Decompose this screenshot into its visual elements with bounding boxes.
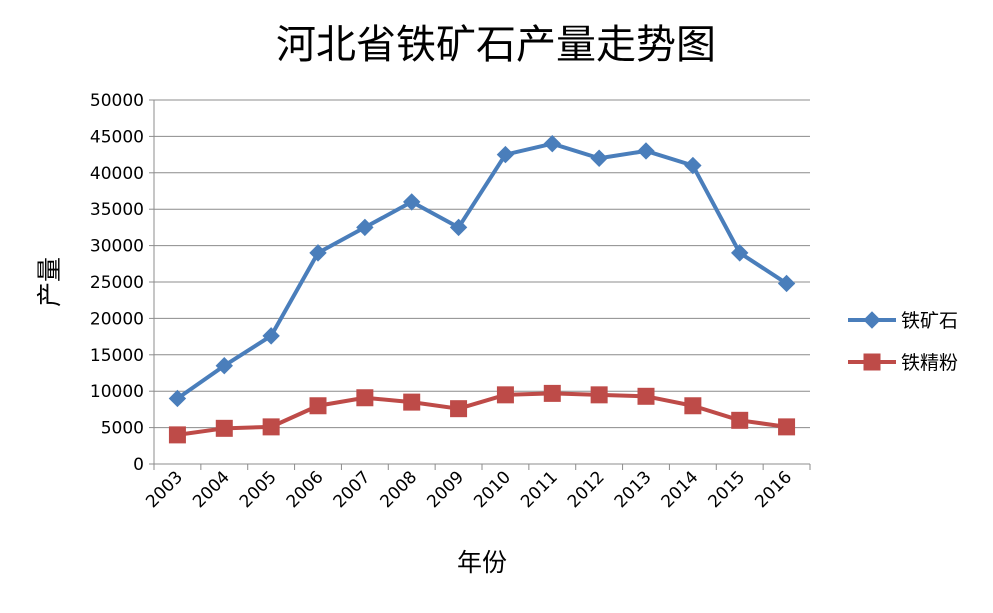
y-tick-label: 5000	[101, 419, 144, 439]
series-2	[168, 384, 796, 444]
chart-title: 河北省铁矿石产量走势图	[276, 22, 716, 68]
x-tick-label: 2003	[142, 467, 187, 512]
y-axis-label: 产量	[35, 257, 64, 307]
data-point	[450, 400, 468, 418]
legend-label: 铁矿石	[901, 310, 958, 332]
x-tick-label: 2012	[564, 467, 609, 512]
data-point	[590, 386, 608, 404]
x-tick-label: 2015	[705, 467, 750, 512]
y-tick-label: 50000	[90, 91, 144, 111]
data-point	[262, 418, 280, 436]
gridlines	[154, 99, 810, 429]
series-layer	[168, 134, 796, 444]
data-point	[543, 384, 561, 402]
x-tick-label: 2010	[470, 467, 515, 512]
x-tick-label: 2008	[377, 467, 422, 512]
x-tick-labels: 2003 2004 2005 2006 2007 2008 2009 2010 2011 2012…	[142, 467, 796, 512]
data-point	[168, 389, 187, 408]
data-point	[215, 419, 233, 437]
series-1	[168, 134, 796, 408]
x-tick-label: 2007	[330, 467, 375, 512]
data-point	[215, 357, 233, 375]
data-point	[356, 389, 374, 407]
legend-label: 铁精粉	[901, 352, 958, 374]
data-point	[403, 393, 421, 411]
data-point	[731, 411, 749, 429]
legend-item-2: 铁精粉	[848, 352, 958, 374]
axes	[149, 99, 811, 470]
legend-swatch-marker	[863, 353, 881, 371]
x-tick-label: 2016	[751, 467, 796, 512]
data-point	[403, 193, 421, 211]
data-point	[778, 418, 796, 436]
data-point	[309, 397, 327, 415]
x-tick-label: 2004	[189, 467, 234, 512]
x-tick-label: 2014	[658, 467, 703, 512]
data-point	[777, 274, 796, 293]
legend-swatch-marker	[863, 311, 881, 329]
x-tick-label: 2009	[423, 467, 468, 512]
x-tick-label: 2011	[517, 467, 562, 512]
y-tick-labels: 0 5000 10000 15000 20000 25000 30000 35000 40000…	[90, 91, 144, 475]
y-tick-label: 30000	[90, 237, 144, 257]
y-tick-label: 25000	[90, 273, 144, 293]
y-tick-label: 15000	[90, 346, 144, 366]
data-point	[637, 142, 655, 160]
data-point	[309, 244, 327, 262]
data-point	[637, 387, 655, 405]
x-tick-label: 2005	[236, 467, 281, 512]
legend-item-1: 铁矿石	[848, 310, 958, 332]
y-tick-label: 10000	[90, 382, 144, 402]
data-point	[356, 218, 374, 237]
data-point	[496, 386, 514, 404]
x-axis-label: 年份	[457, 548, 507, 577]
y-tick-label: 20000	[90, 309, 144, 329]
x-tick-label: 2006	[283, 467, 328, 512]
data-point	[496, 145, 515, 164]
data-point	[590, 149, 608, 167]
data-point	[449, 218, 468, 237]
data-point	[262, 327, 280, 345]
data-point	[684, 397, 702, 415]
data-point	[168, 426, 186, 444]
y-tick-label: 40000	[90, 164, 144, 184]
data-point	[731, 244, 749, 262]
y-tick-label: 45000	[90, 127, 144, 147]
x-tick-label: 2013	[611, 467, 656, 512]
data-point	[543, 134, 561, 153]
y-tick-label: 0	[133, 455, 144, 475]
series-line	[176, 141, 788, 401]
y-tick-label: 35000	[90, 200, 144, 220]
data-point	[684, 156, 702, 175]
